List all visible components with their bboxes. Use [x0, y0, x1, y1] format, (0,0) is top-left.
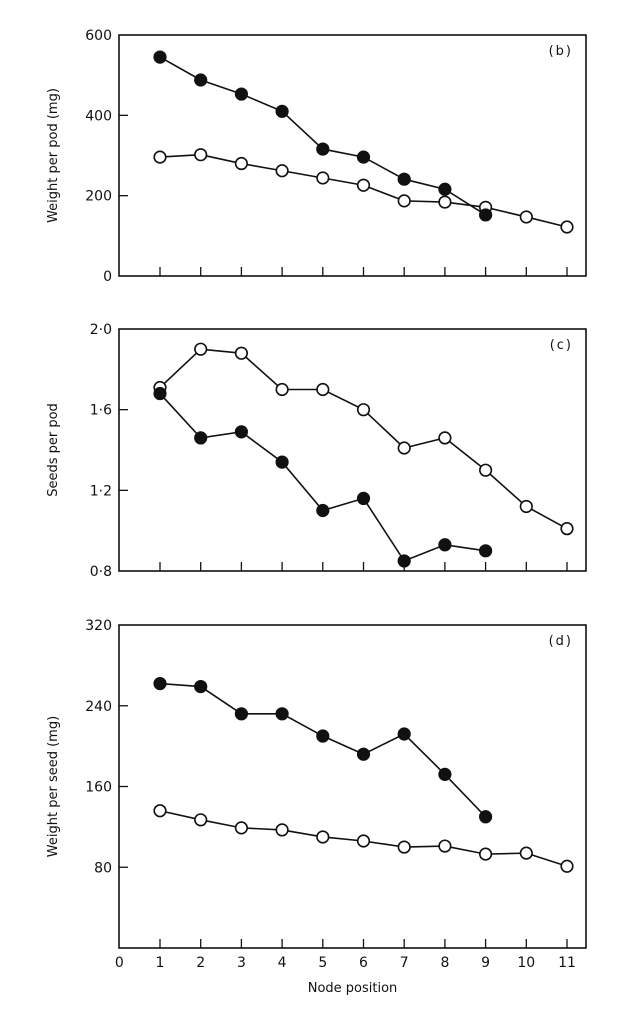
panel-2-series-open-point — [356, 403, 371, 417]
panel-2-series-open-point — [438, 431, 452, 445]
panel-1-series-open-point — [275, 164, 289, 178]
panel-1-series-filled-point — [153, 50, 167, 64]
panel-3-series-open-point — [397, 840, 411, 854]
panel-3-xtick-label: 6 — [359, 955, 368, 971]
panel-3-series-open-point — [275, 823, 289, 837]
panel-3-ytick-label: 160 — [85, 780, 112, 796]
panel-3-series-open-point — [356, 834, 371, 848]
panel-2-series-open-point — [194, 342, 208, 356]
panel-2-series-open-point — [275, 382, 289, 397]
panel-2-series-filled-point — [275, 455, 289, 469]
panel-3-xtick-label: 0 — [115, 955, 124, 971]
panel-2-label: (c) — [550, 338, 573, 353]
panel-3-series-open-point — [234, 821, 248, 835]
panel-1-series-filled-point — [479, 208, 493, 222]
panel-1-series-open-point — [397, 194, 411, 208]
panel-3-xtick-label: 3 — [237, 955, 246, 971]
panel-3-ytick-label: 80 — [94, 860, 112, 876]
panel-2-series-open-point — [234, 346, 248, 360]
panel-3-frame — [118, 624, 587, 949]
panel-2-series-filled-point — [316, 503, 330, 518]
panel-2-ytick-label: 0·8 — [90, 564, 112, 580]
panel-1-series-open-point — [560, 220, 574, 234]
panel-2-series-filled-point — [479, 544, 493, 558]
panel-1-label: (b) — [549, 44, 573, 59]
panel-2-series-filled-point — [397, 554, 411, 568]
panel-3-xtick-label: 8 — [440, 955, 449, 971]
panel-1-series-open-point — [153, 150, 167, 164]
panel-3-xtick-label: 9 — [481, 955, 490, 971]
panel-1-series-open-point — [194, 148, 208, 162]
panel-3-series-filled-point — [438, 767, 452, 781]
panel-3-xlabel: Node position — [308, 981, 398, 996]
panel-1-ylabel: Weight per pod (mg) — [46, 88, 61, 223]
panel-1-series-open-point — [316, 171, 330, 185]
panel-3-xtick-label: 11 — [558, 955, 576, 971]
panel-3-series-open-point — [519, 846, 533, 860]
panel-3-series-open-point — [194, 813, 208, 827]
panel-1-series-filled-point — [397, 172, 411, 186]
panel-3-series-open-point — [438, 839, 452, 853]
panel-3-series-filled-point — [356, 747, 371, 761]
panel-3-xtick-label: 5 — [318, 955, 327, 971]
panel-3-series-filled-point — [397, 727, 411, 741]
panel-1-series-filled-point — [356, 150, 371, 164]
panel-3-ytick-label: 320 — [85, 618, 112, 634]
panel-3-series-open-point — [316, 830, 330, 844]
panel-1-series-filled-point — [275, 104, 289, 118]
panel-2-ylabel: Seeds per pod — [46, 403, 61, 497]
panel-1-frame — [118, 34, 587, 277]
panel-2-series-open-point — [479, 463, 493, 477]
panel-2-ytick-label: 1·2 — [90, 483, 112, 499]
panel-3-ylabel: Weight per seed (mg) — [46, 716, 61, 857]
panel-2-series-filled-point — [194, 431, 208, 445]
panel-2-series-filled-point — [234, 425, 248, 439]
panel-3-series-filled-point — [234, 707, 248, 721]
panel-2-series-filled-point — [153, 386, 167, 401]
panel-3-series-open-point — [560, 859, 574, 873]
panel-2-ytick-label: 1·6 — [90, 403, 112, 419]
panel-1-series-filled-line — [159, 56, 487, 216]
panel-3-series-filled-point — [194, 679, 208, 694]
panel-3-xtick-label: 1 — [156, 955, 165, 971]
panel-1: 0 200 400 600 Weight per pod (mg) (b) — [46, 28, 587, 285]
panel-1-ytick-label: 400 — [85, 108, 112, 124]
panel-3: 0 1 2 3 4 5 6 7 8 9 10 11 80 160 240 320 Weight per seed… — [46, 618, 587, 996]
panel-2-frame — [118, 328, 587, 572]
panel-1-series-filled-point — [438, 182, 452, 196]
panel-3-ytick-label: 240 — [85, 699, 112, 715]
panel-1-ytick-label: 600 — [85, 28, 112, 44]
panel-3-series-filled-line — [159, 682, 487, 818]
panel-3-xtick-label: 7 — [400, 955, 409, 971]
panel-1-series-filled-point — [316, 142, 330, 156]
panel-2-series-open-point — [316, 382, 330, 397]
panel-3-series-open-point — [153, 804, 167, 818]
panel-3-label: (d) — [549, 634, 573, 649]
panel-2-series-filled-point — [356, 491, 371, 506]
panel-3-series-open-point — [479, 847, 493, 861]
panel-3-xtick-label: 4 — [278, 955, 287, 971]
panel-1-ytick-label: 0 — [103, 269, 112, 285]
panel-2-series-filled-line — [159, 392, 486, 562]
panel-3-xtick-label: 2 — [196, 955, 205, 971]
panel-3-xtick-label: 10 — [517, 955, 535, 971]
panel-2-series-open-point — [519, 499, 533, 514]
panel-1-series-open-point — [234, 156, 248, 171]
panel-2: 0·8 1·2 1·6 2·0 Seeds per pod (c) — [46, 322, 587, 580]
panel-3-series-filled-point — [479, 810, 493, 824]
panel-3-series-filled-point — [275, 707, 289, 721]
panel-1-series-filled-point — [194, 73, 208, 87]
panel-2-series-open-point — [397, 441, 411, 455]
panel-1-series-filled-point — [234, 87, 248, 101]
panel-1-series-open-point — [438, 195, 452, 209]
panel-3-series-filled-point — [153, 676, 167, 691]
panel-1-ytick-label: 200 — [85, 189, 112, 205]
panel-2-ytick-label: 2·0 — [90, 322, 112, 338]
panel-3-series-filled-point — [316, 729, 330, 743]
panel-1-series-open-point — [519, 210, 533, 224]
panel-2-series-filled-point — [438, 538, 452, 552]
panel-1-series-open-point — [356, 178, 371, 192]
panel-2-series-open-point — [560, 522, 574, 536]
